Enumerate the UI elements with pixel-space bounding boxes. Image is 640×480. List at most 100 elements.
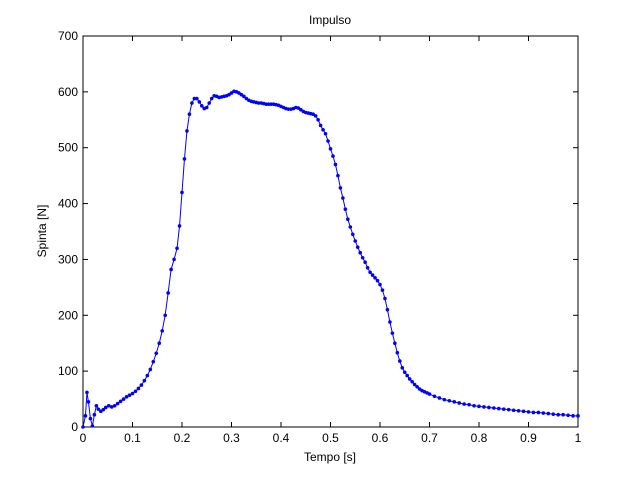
data-point bbox=[157, 341, 162, 346]
data-point bbox=[266, 102, 271, 106]
data-point bbox=[437, 396, 442, 400]
data-point bbox=[393, 341, 397, 346]
data-point bbox=[526, 410, 531, 414]
data-point bbox=[182, 157, 187, 161]
data-point bbox=[286, 107, 291, 111]
data-point bbox=[355, 245, 360, 249]
data-point bbox=[402, 370, 407, 375]
data-point bbox=[124, 395, 129, 399]
data-point bbox=[407, 377, 412, 381]
data-point bbox=[142, 378, 147, 383]
data-point bbox=[133, 389, 138, 394]
data-point bbox=[160, 329, 164, 333]
data-point bbox=[447, 398, 452, 403]
data-point bbox=[350, 232, 355, 237]
data-point bbox=[457, 401, 462, 405]
data-point bbox=[501, 407, 506, 411]
data-point bbox=[497, 406, 501, 411]
data-point bbox=[383, 296, 387, 301]
y-tick-label: 400 bbox=[58, 197, 78, 211]
data-point bbox=[94, 403, 99, 408]
data-point bbox=[531, 410, 536, 415]
x-axis: 0 0.1 0.2 0.3 0.4 0.5 0.6 0.7 0.8 0.9 1 bbox=[80, 36, 582, 445]
y-axis: 0 100 200 300 400 500 600 700 bbox=[58, 29, 578, 434]
data-point bbox=[169, 267, 173, 272]
data-point bbox=[115, 401, 120, 406]
y-tick-label: 100 bbox=[58, 364, 78, 378]
x-tick-label: 0.6 bbox=[372, 431, 389, 445]
data-point bbox=[571, 414, 575, 418]
data-point bbox=[380, 288, 385, 292]
data-point bbox=[180, 190, 184, 195]
y-tick-label: 300 bbox=[58, 252, 78, 266]
data-point bbox=[368, 270, 372, 275]
data-point bbox=[370, 273, 375, 277]
data-point bbox=[516, 409, 521, 413]
x-tick-label: 0.3 bbox=[223, 431, 240, 445]
x-tick-label: 0.4 bbox=[273, 431, 290, 445]
data-point bbox=[566, 413, 570, 418]
data-point bbox=[472, 403, 476, 408]
data-point bbox=[390, 331, 395, 335]
data-point bbox=[511, 408, 516, 413]
data-point bbox=[256, 101, 261, 105]
data-point bbox=[177, 224, 182, 228]
data-point bbox=[207, 101, 212, 105]
series-markers bbox=[81, 89, 580, 429]
data-point bbox=[353, 239, 358, 243]
data-point bbox=[185, 129, 189, 133]
data-point bbox=[323, 131, 328, 136]
data-point bbox=[316, 117, 320, 122]
data-point bbox=[427, 392, 432, 396]
data-point bbox=[130, 391, 135, 396]
data-point bbox=[365, 266, 370, 270]
data-point bbox=[400, 365, 405, 370]
data-point bbox=[90, 424, 95, 428]
data-point bbox=[442, 397, 447, 402]
data-point bbox=[388, 320, 392, 324]
data-point bbox=[121, 397, 126, 401]
data-point bbox=[127, 393, 132, 397]
data-point bbox=[204, 105, 209, 110]
data-point bbox=[145, 373, 150, 378]
y-tick-label: 500 bbox=[58, 141, 78, 155]
data-point bbox=[192, 96, 197, 101]
data-point bbox=[118, 399, 123, 404]
data-point bbox=[154, 351, 159, 356]
data-point bbox=[343, 207, 348, 211]
y-tick-label: 600 bbox=[58, 85, 78, 99]
x-tick-label: 1 bbox=[575, 431, 582, 445]
data-point bbox=[86, 400, 91, 404]
data-point bbox=[398, 359, 402, 363]
data-point bbox=[338, 186, 343, 190]
data-point bbox=[375, 278, 380, 283]
data-point bbox=[385, 307, 390, 312]
data-point bbox=[556, 412, 560, 417]
data-point bbox=[200, 104, 204, 108]
data-point bbox=[88, 416, 93, 421]
data-point bbox=[209, 96, 214, 101]
data-point bbox=[336, 173, 340, 178]
data-point bbox=[163, 313, 167, 318]
data-point bbox=[269, 102, 273, 106]
data-point bbox=[360, 255, 365, 260]
data-point bbox=[85, 390, 89, 395]
data-point bbox=[541, 411, 546, 415]
data-point bbox=[331, 154, 335, 158]
data-point bbox=[373, 276, 377, 280]
data-point bbox=[395, 350, 400, 355]
plot-area bbox=[82, 35, 579, 428]
x-tick-label: 0.8 bbox=[471, 431, 488, 445]
data-point bbox=[452, 400, 457, 404]
data-point bbox=[363, 260, 367, 265]
data-point bbox=[482, 405, 486, 409]
y-tick-label: 0 bbox=[71, 420, 78, 434]
data-point bbox=[264, 102, 268, 106]
data-point bbox=[462, 402, 466, 406]
data-point bbox=[358, 250, 363, 255]
data-point bbox=[166, 291, 170, 295]
data-point bbox=[487, 405, 491, 410]
data-point bbox=[112, 403, 117, 408]
